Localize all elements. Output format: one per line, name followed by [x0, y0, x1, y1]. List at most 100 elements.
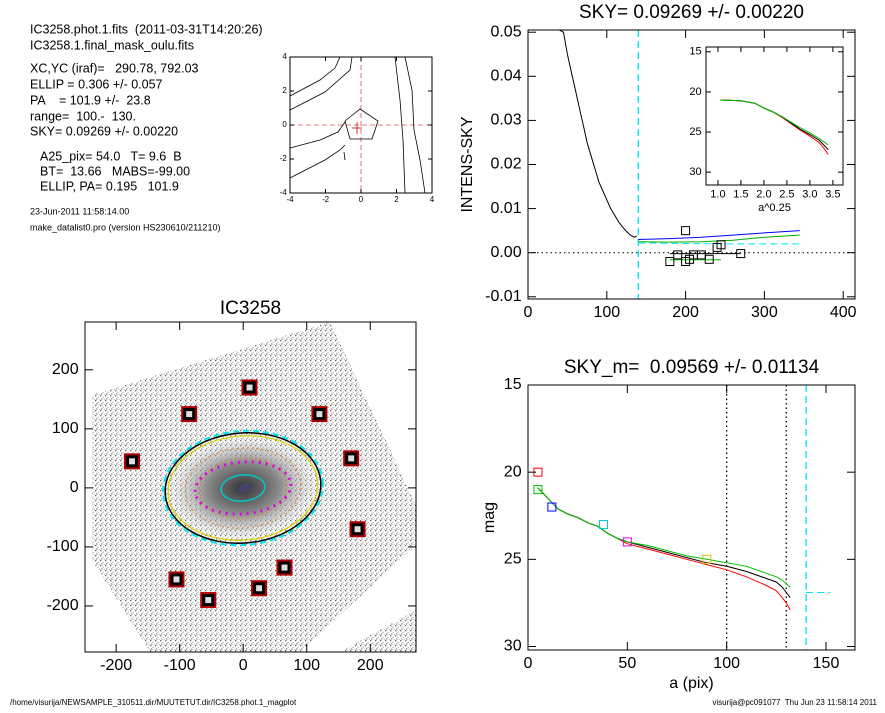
x-tick-label: 0: [359, 195, 364, 204]
chart-title: IC3258: [220, 298, 281, 319]
info-line: make_datalist0.pro (version HS230610/211…: [30, 222, 220, 232]
mask-box: [311, 406, 328, 423]
info-line: SKY= 0.09269 +/- 0.00220: [30, 124, 178, 138]
profile-line: [720, 99, 829, 146]
y-tick-label: 25: [504, 551, 522, 568]
data-point: [673, 250, 683, 260]
mask-box: [241, 379, 258, 396]
plot-area: [124, 379, 366, 609]
x-tick-label: -4: [286, 195, 294, 204]
info-line: 23-Jun-2011 11:58:14.00: [30, 206, 129, 216]
mask-box-inner: [256, 585, 263, 592]
profile-line: [537, 487, 791, 588]
axes-frame: [705, 46, 844, 186]
info-line: PA = 101.9 +/- 23.8: [30, 93, 151, 107]
chart-title: SKY_m= 0.09569 +/- 0.01134: [564, 357, 820, 378]
panel: 0 50 100 150 15 20 25 30 SKY_m= 0.09569 +/- 0.01…: [481, 357, 856, 692]
panel: 0 100 200 300 400 -0.01 0.00 0.01 0.02 0.03 0.04 0.…: [459, 2, 856, 321]
mask-box-inner: [354, 526, 361, 533]
y-tick-label: -2: [280, 154, 288, 163]
x-tick-label: -2: [322, 195, 330, 204]
info-line: XC,YC (iraf)= 290.78, 792.03: [30, 61, 199, 75]
x-tick-label: -200: [100, 657, 132, 674]
profile-line: [638, 242, 800, 245]
plot-area: [720, 99, 829, 155]
x-tick-label: 3.0: [802, 188, 817, 200]
footer-path: /home/visurija/NEWSAMPLE_310511.dir/MUUT…: [10, 698, 297, 707]
profile-line: [537, 487, 791, 598]
contour-lines: [289, 56, 432, 194]
y-tick-label: 15: [689, 46, 701, 58]
data-point: [681, 226, 691, 236]
y-tick-label: 0: [70, 479, 79, 496]
inset-background: [706, 47, 843, 185]
y-axis-label: mag: [481, 502, 498, 533]
y-tick-label: 200: [52, 361, 79, 378]
x-tick-label: 0: [524, 304, 533, 321]
y-tick-label: 0.01: [490, 200, 521, 217]
data-point: [547, 502, 557, 512]
y-tick-label: 30: [504, 638, 522, 655]
mask-box-inner: [129, 458, 136, 465]
x-tick-label: 2.0: [756, 188, 771, 200]
x-tick-label: 0: [239, 657, 248, 674]
info-line: IC3258.1.final_mask_oulu.fits: [30, 38, 194, 52]
info-line: A25_pix= 54.0 T= 9.6 B: [40, 149, 182, 163]
profile-line: [537, 487, 791, 611]
galaxy-image: [92, 322, 416, 652]
mask-box-inner: [186, 411, 193, 418]
x-tick-label: 50: [618, 655, 636, 672]
y-tick-label: -200: [47, 597, 79, 614]
mask-box: [124, 453, 141, 470]
x-tick-label: -100: [164, 657, 196, 674]
profile-line: [559, 30, 637, 238]
mask-box: [343, 450, 360, 467]
data-point: [533, 485, 543, 495]
y-tick-label: 0: [282, 120, 287, 129]
info-line: IC3258.phot.1.fits (2011-03-31T14:20:26): [30, 22, 263, 36]
panel: -200 -100 0 100 200 -200 -100 0 100 200 IC3258: [47, 298, 417, 674]
mask-box: [168, 571, 185, 588]
axes-frame: [84, 321, 417, 653]
y-tick-label: 0.05: [490, 23, 521, 40]
mask-box-inner: [173, 576, 180, 583]
info-line: ELLIP, PA= 0.195 101.9: [40, 179, 179, 193]
data-point: [665, 257, 675, 267]
x-tick-label: 150: [813, 655, 840, 672]
x-tick-label: 4: [430, 195, 435, 204]
x-axis-label: a^0.25: [758, 202, 791, 214]
mask-box: [181, 406, 198, 423]
y-tick-label: 20: [504, 463, 522, 480]
data-point: [736, 249, 746, 259]
data-point: [716, 240, 726, 250]
y-tick-label: 4: [282, 52, 287, 61]
data-point: [622, 537, 632, 547]
y-tick-label: 20: [689, 86, 701, 98]
panel: 1.0 1.5 2.0 2.5 3.0 3.5 15 20 25 30 a^0.25: [689, 46, 844, 214]
y-tick-label: 0.03: [490, 112, 521, 129]
y-tick-label: 25: [689, 126, 701, 138]
mask-box-inner: [281, 564, 288, 571]
y-tick-label: -100: [47, 538, 79, 555]
y-tick-label: 0.04: [490, 68, 521, 85]
y-tick-label: 100: [52, 420, 79, 437]
x-tick-label: 2.5: [779, 188, 794, 200]
y-tick-label: -4: [280, 188, 288, 197]
x-tick-label: 3.5: [825, 188, 840, 200]
axes-frame: [527, 384, 856, 651]
x-tick-label: 1.0: [710, 188, 725, 200]
mask-box: [200, 592, 217, 609]
x-tick-label: 200: [357, 657, 384, 674]
mask-box: [251, 580, 268, 597]
y-tick-label: -0.01: [485, 288, 522, 305]
y-axis-label: INTENS-SKY: [459, 116, 476, 212]
plot-area: [533, 385, 830, 650]
y-tick-label: 0.02: [490, 156, 521, 173]
info-line: ELLIP = 0.306 +/- 0.057: [30, 77, 163, 91]
mask-box: [349, 521, 366, 538]
plot-area: [528, 30, 855, 299]
mask-box-inner: [246, 384, 253, 391]
profile-line: [638, 230, 800, 240]
x-tick-label: 100: [713, 655, 740, 672]
panel: -4 -2 0 2 4 -4 -2 0 2 4: [280, 52, 435, 204]
